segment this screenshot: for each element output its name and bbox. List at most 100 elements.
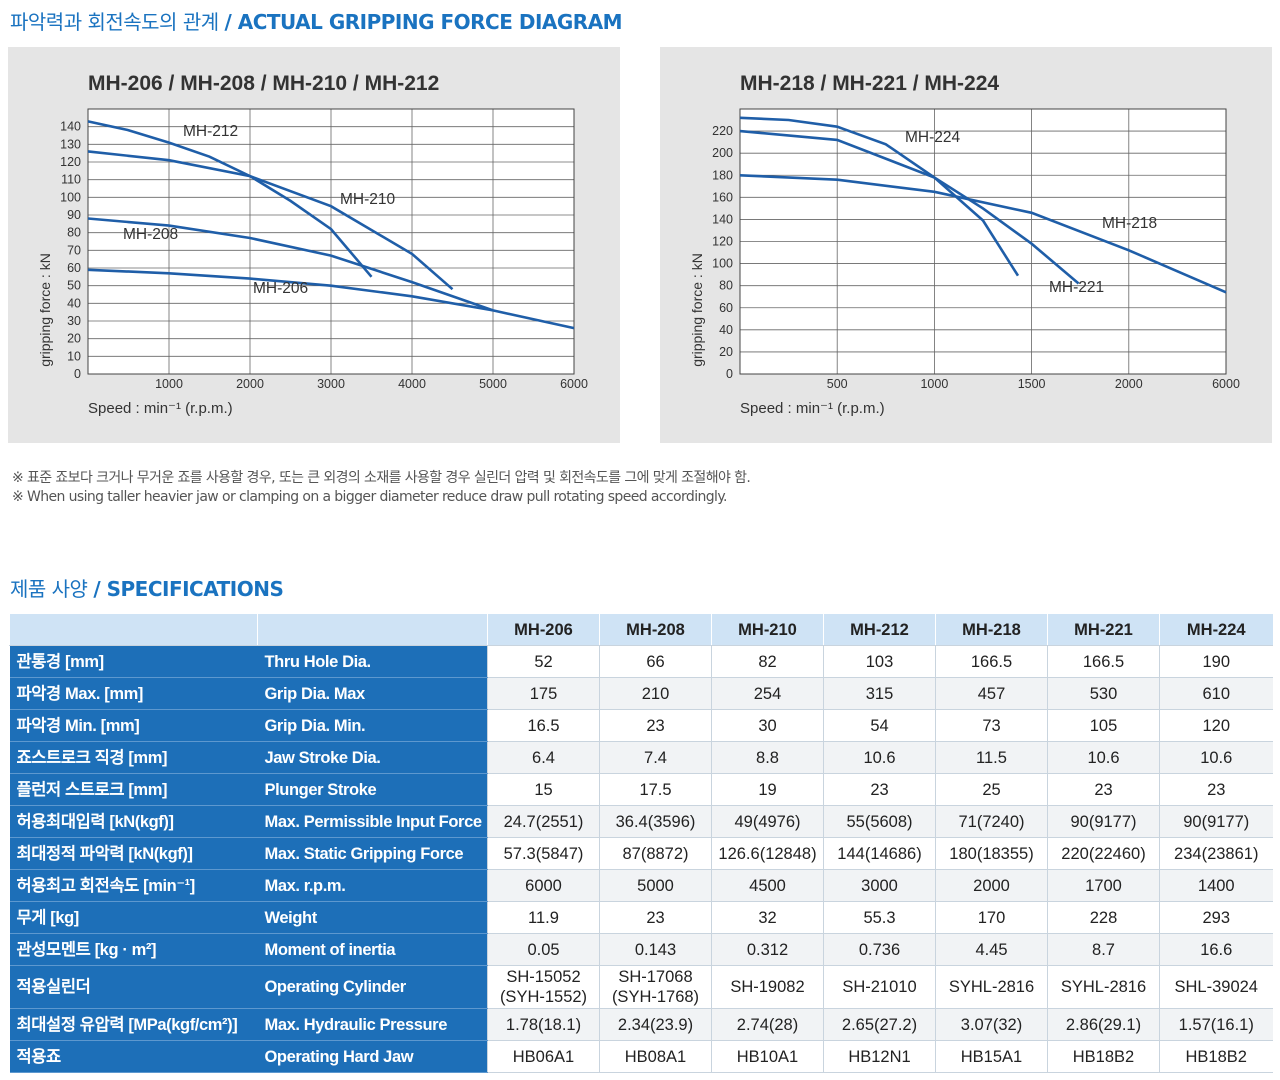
- spec-cell: 30: [711, 709, 824, 742]
- spec-cell: 73: [935, 709, 1048, 742]
- y-tick-label: 160: [712, 190, 733, 204]
- spec-cell: SH-17068 (SYH-1768): [599, 965, 712, 1009]
- row-label-ko: 관성모멘트 [kg · m²]: [9, 933, 258, 966]
- row-label-ko: 허용최대입력 [kN(kgf)]: [9, 805, 258, 838]
- spec-cell: 457: [935, 677, 1048, 710]
- spec-cell: 6000: [487, 869, 600, 902]
- spec-cell: 2.34(23.9): [599, 1008, 712, 1041]
- y-tick-label: 100: [712, 257, 733, 271]
- row-label-ko: 죠스트로크 직경 [mm]: [9, 741, 258, 774]
- spec-cell: 90(9177): [1047, 805, 1160, 838]
- row-label-en: Plunger Stroke: [257, 773, 488, 806]
- x-tick-label: 1000: [920, 377, 948, 391]
- y-tick-label: 40: [719, 323, 733, 337]
- spec-row: 적용실린더 Operating Cylinder SH-15052 (SYH-155…: [9, 965, 1273, 1009]
- spec-cell: 170: [935, 901, 1048, 934]
- y-tick-label: 40: [67, 296, 81, 310]
- row-label-ko: 허용최고 회전속도 [min⁻¹]: [9, 869, 258, 902]
- spec-cell: 166.5: [935, 645, 1048, 678]
- series-label: MH-218: [1102, 215, 1157, 232]
- spec-cell: SH-21010: [823, 965, 936, 1009]
- series-line: [87, 120, 373, 278]
- spec-cell: 144(14686): [823, 837, 936, 870]
- spec-table: MH-206 MH-208 MH-210 MH-212 MH-218 MH-221 MH-2…: [9, 614, 1273, 1073]
- model-header: MH-208: [599, 614, 712, 646]
- row-label-ko: 플런저 스트로크 [mm]: [9, 773, 258, 806]
- header-cell: [257, 614, 488, 646]
- series-label: MH-212: [183, 123, 238, 140]
- spec-cell: 210: [599, 677, 712, 710]
- spec-cell: 82: [711, 645, 824, 678]
- spec-cell: 293: [1159, 901, 1273, 934]
- y-tick-label: 200: [712, 146, 733, 160]
- chart-title: MH-206 / MH-208 / MH-210 / MH-212: [88, 72, 439, 95]
- spec-cell: 254: [711, 677, 824, 710]
- y-tick-label: 10: [67, 349, 81, 363]
- row-label-en: Thru Hole Dia.: [257, 645, 488, 678]
- row-label-ko: 파악경 Max. [mm]: [9, 677, 258, 710]
- y-tick-label: 0: [726, 367, 733, 381]
- spec-cell: SH-19082: [711, 965, 824, 1009]
- spec-cell: 55(5608): [823, 805, 936, 838]
- spec-cell: 175: [487, 677, 600, 710]
- spec-cell: 23: [1047, 773, 1160, 806]
- row-label-en: Grip Dia. Max: [257, 677, 488, 710]
- spec-cell: HB08A1: [599, 1040, 712, 1073]
- row-label-ko: 파악경 Min. [mm]: [9, 709, 258, 742]
- spec-cell: 0.143: [599, 933, 712, 966]
- spec-cell: 234(23861): [1159, 837, 1273, 870]
- heading-ko: 제품 사양: [10, 577, 88, 601]
- spec-cell: 23: [1159, 773, 1273, 806]
- model-header: MH-212: [823, 614, 936, 646]
- series-line: [739, 174, 1227, 294]
- spec-cell: 10.6: [823, 741, 936, 774]
- spec-cell: 87(8872): [599, 837, 712, 870]
- row-label-en: Max. Static Gripping Force: [257, 837, 488, 870]
- spec-cell: 66: [599, 645, 712, 678]
- spec-cell: SYHL-2816: [1047, 965, 1160, 1009]
- spec-cell: 0.05: [487, 933, 600, 966]
- series-label: MH-206: [253, 280, 308, 297]
- spec-cell: 19: [711, 773, 824, 806]
- spec-cell: 1400: [1159, 869, 1273, 902]
- spec-cell: 57.3(5847): [487, 837, 600, 870]
- x-tick-label: 4000: [398, 377, 426, 391]
- y-tick-label: 60: [67, 261, 81, 275]
- note: ※ 표준 죠보다 크거나 무거운 죠를 사용할 경우, 또는 큰 외경의 소재를…: [12, 470, 751, 486]
- header-row: MH-206 MH-208 MH-210 MH-212 MH-218 MH-221 MH-2…: [9, 614, 1273, 646]
- spec-cell: 4500: [711, 869, 824, 902]
- spec-cell: HB18B2: [1159, 1040, 1273, 1073]
- x-tick-label: 6000: [1212, 377, 1240, 391]
- row-label-ko: 적용죠: [9, 1040, 258, 1073]
- spec-cell: SYHL-2816: [935, 965, 1048, 1009]
- y-tick-label: 140: [60, 120, 81, 134]
- spec-cell: 610: [1159, 677, 1273, 710]
- spec-cell: 2.86(29.1): [1047, 1008, 1160, 1041]
- spec-cell: 220(22460): [1047, 837, 1160, 870]
- y-tick-label: 120: [712, 235, 733, 249]
- y-tick-label: 180: [712, 168, 733, 182]
- row-label-en: Max. Hydraulic Pressure: [257, 1008, 488, 1041]
- spec-row: 파악경 Max. [mm] Grip Dia. Max 175 210 254 315 45…: [9, 677, 1273, 710]
- spec-cell: 49(4976): [711, 805, 824, 838]
- y-tick-label: 140: [712, 212, 733, 226]
- y-tick-label: 220: [712, 124, 733, 138]
- spec-cell: 23: [599, 901, 712, 934]
- spec-cell: 4.45: [935, 933, 1048, 966]
- model-header: MH-224: [1159, 614, 1273, 646]
- y-tick-label: 60: [719, 301, 733, 315]
- spec-cell: 0.736: [823, 933, 936, 966]
- spec-cell: 105: [1047, 709, 1160, 742]
- spec-cell: 120: [1159, 709, 1273, 742]
- heading-en: / ACTUAL GRIPPING FORCE DIAGRAM: [224, 10, 623, 34]
- y-tick-label: 110: [61, 173, 81, 187]
- y-tick-label: 80: [719, 279, 733, 293]
- spec-row: 죠스트로크 직경 [mm] Jaw Stroke Dia. 6.4 7.4 8.8 10.…: [9, 741, 1273, 774]
- spec-cell: 530: [1047, 677, 1160, 710]
- y-axis-label: gripping force : kN: [689, 253, 705, 367]
- spec-cell: 1700: [1047, 869, 1160, 902]
- model-header: MH-210: [711, 614, 824, 646]
- spec-cell: 103: [823, 645, 936, 678]
- header-cell: [9, 614, 258, 646]
